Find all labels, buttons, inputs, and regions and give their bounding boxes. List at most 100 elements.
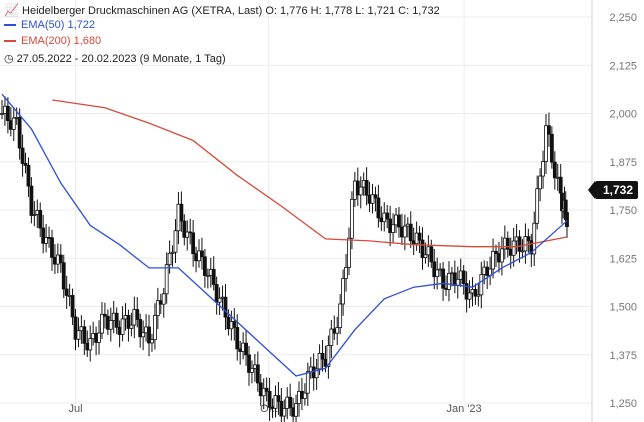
candle-body [267, 390, 272, 408]
ema200-line [52, 99, 568, 248]
candle-body [350, 198, 354, 239]
candle-body [429, 246, 434, 263]
y-tick-label: 1,500 [609, 302, 637, 314]
candle-body [532, 222, 537, 255]
candle-body [408, 223, 413, 242]
chart-title-line: 📈 Heidelberger Druckmaschinen AG (XETRA,… [4, 3, 440, 17]
candle-body [100, 313, 104, 334]
instrument-title: Heidelberger Druckmaschinen AG (XETRA, L… [22, 5, 263, 17]
candle-body [314, 368, 319, 379]
candle-body [520, 250, 525, 253]
x-tick-label: Okt [260, 403, 277, 415]
candle-body [476, 294, 481, 297]
close-label: C: [398, 5, 410, 17]
candle-body [347, 237, 351, 268]
candle-body [173, 230, 178, 253]
ema200-legend[interactable]: EMA(200) 1,680 [4, 35, 101, 47]
candle-body [17, 116, 22, 149]
candle-body [526, 236, 531, 242]
candle-body [153, 315, 157, 341]
candle-body [402, 225, 407, 238]
candle-body [61, 262, 66, 290]
candle-body [373, 194, 378, 199]
y-tick-label: 2,125 [609, 60, 637, 72]
y-tick-label: 1,250 [609, 398, 637, 410]
candle-body [420, 239, 425, 258]
ema50-line [1, 93, 568, 377]
candle-body [76, 330, 81, 340]
candle-body [161, 293, 166, 305]
candle-body [535, 188, 540, 224]
candle-body [50, 237, 54, 258]
ema200-value: 1,680 [73, 35, 102, 47]
close-value: 1,732 [412, 5, 440, 17]
low-label: L: [355, 5, 365, 17]
candle-body [29, 185, 34, 216]
y-tick-label: 1,375 [609, 350, 637, 362]
candle-body [185, 231, 190, 238]
candle-body [26, 165, 31, 187]
candle-body [479, 274, 484, 296]
candle-body [423, 254, 428, 258]
candle-body [302, 392, 307, 399]
candle-body [129, 324, 134, 329]
candle-body [447, 273, 451, 290]
candle-body [385, 212, 390, 220]
candle-body [273, 395, 278, 409]
candle-body [103, 313, 107, 317]
candle-body [544, 125, 548, 162]
candle-body [23, 163, 28, 166]
y-tick-label: 1,750 [609, 205, 637, 217]
title-icon: 📈 [4, 3, 19, 17]
candle-body [499, 248, 504, 263]
candle-body [0, 113, 4, 115]
y-tick-label: 1,875 [609, 157, 637, 169]
candle-body [511, 240, 516, 256]
candle-body [341, 278, 346, 305]
candle-body [108, 320, 113, 330]
candle-body [541, 161, 545, 177]
range-legend: ◷ 27.05.2022 - 20.02.2023 (9 Monate, 1 T… [4, 52, 226, 65]
candle-body [44, 237, 49, 244]
candle-body [565, 212, 569, 227]
candle-body [264, 387, 269, 392]
candle-body [138, 319, 143, 338]
candle-body [329, 328, 334, 346]
candle-body [432, 261, 437, 278]
candle-body [441, 268, 445, 289]
candle-body [358, 186, 363, 196]
candle-body [182, 220, 187, 238]
candle-body [397, 214, 401, 228]
candle-body [217, 297, 222, 303]
candle-body [244, 342, 248, 356]
candle-body [164, 264, 169, 295]
candle-body [391, 224, 395, 233]
candle-body [364, 180, 369, 196]
candle-body [211, 268, 216, 285]
candle-body [200, 250, 204, 258]
candle-body [11, 117, 16, 130]
ema50-swatch [4, 24, 16, 27]
candle-body [517, 236, 522, 252]
candle-body [294, 403, 298, 417]
candle-body [320, 352, 325, 360]
high-value: 1,778 [324, 5, 353, 17]
candle-body [114, 312, 119, 328]
candle-body [126, 315, 131, 329]
candle-body [5, 105, 10, 121]
y-tick-label: 2,000 [609, 109, 637, 121]
ema50-legend[interactable]: EMA(50) 1,722 [4, 19, 95, 31]
candle-body [97, 332, 101, 343]
candle-body [344, 267, 348, 279]
candle-body [338, 303, 343, 329]
candle-body [523, 236, 528, 252]
candle-body [135, 309, 140, 320]
candle-body [147, 326, 151, 344]
candle-body [205, 274, 210, 277]
candle-body [505, 237, 510, 250]
y-tick-label: 1,625 [609, 253, 637, 265]
clock-icon: ◷ [4, 53, 14, 65]
candle-body [305, 371, 310, 394]
candle-body [191, 232, 196, 254]
